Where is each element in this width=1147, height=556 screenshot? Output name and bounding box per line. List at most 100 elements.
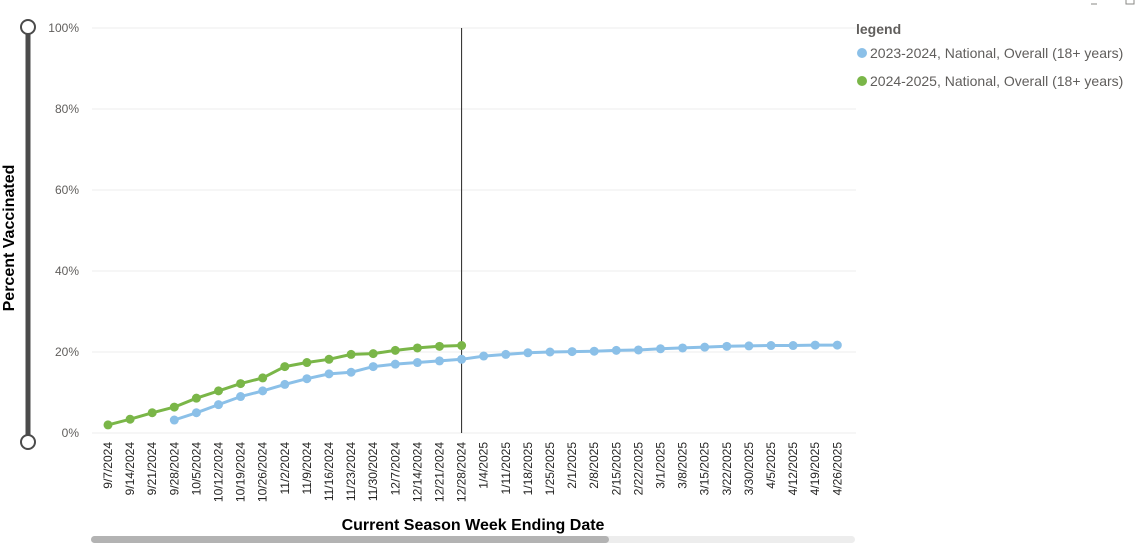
y-axis-title: Percent Vaccinated (1, 165, 18, 312)
x-tick-label: 9/7/2024 (101, 442, 115, 489)
data-point[interactable] (633, 345, 643, 355)
legend-item-label[interactable]: 2024-2025, National, Overall (18+ years) (870, 73, 1123, 89)
data-point[interactable] (832, 340, 842, 350)
data-point[interactable] (611, 345, 621, 355)
x-tick-label: 2/15/2025 (609, 442, 623, 496)
data-point[interactable] (302, 374, 312, 384)
data-point[interactable] (567, 347, 577, 357)
x-axis-ticks: 9/7/2024 9/14/2024 9/21/2024 9/28/2024 10/5/… (101, 442, 844, 502)
x-tick-label: 11/23/2024 (344, 442, 358, 501)
data-point[interactable] (368, 362, 378, 372)
y-tick-label: 40% (55, 264, 79, 278)
data-point[interactable] (191, 393, 201, 403)
x-tick-label: 10/5/2024 (189, 442, 203, 496)
x-tick-label: 12/28/2024 (455, 442, 469, 502)
x-tick-label: 9/28/2024 (167, 442, 181, 496)
data-point[interactable] (435, 356, 444, 366)
data-point[interactable] (346, 367, 356, 377)
series-lines (103, 340, 842, 430)
x-tick-label: 3/1/2025 (654, 442, 668, 489)
data-point[interactable] (125, 414, 135, 424)
x-tick-label: 10/12/2024 (212, 442, 226, 502)
x-axis-title: Current Season Week Ending Date (342, 517, 605, 534)
y-tick-label: 100% (48, 21, 79, 35)
x-tick-label: 9/21/2024 (145, 442, 159, 496)
data-point[interactable] (545, 347, 555, 357)
legend-marker (857, 48, 867, 58)
x-tick-label: 11/2/2024 (278, 442, 292, 495)
data-point[interactable] (479, 351, 489, 361)
data-point[interactable] (346, 349, 356, 359)
gridlines (92, 27, 856, 434)
x-tick-label: 3/8/2025 (676, 442, 690, 489)
x-tick-label: 12/7/2024 (388, 442, 402, 496)
data-point[interactable] (810, 340, 820, 350)
data-point[interactable] (457, 341, 467, 351)
x-tick-label: 12/14/2024 (410, 442, 424, 502)
x-tick-label: 4/5/2025 (764, 442, 778, 489)
data-point[interactable] (412, 358, 422, 368)
data-point[interactable] (191, 408, 201, 418)
x-tick-label: 11/9/2024 (300, 442, 314, 495)
data-point[interactable] (678, 343, 688, 353)
x-tick-label: 9/14/2024 (123, 442, 137, 496)
data-point[interactable] (523, 348, 533, 358)
series-2 (103, 341, 467, 430)
x-tick-label: 11/30/2024 (366, 442, 380, 501)
x-tick-label: 3/15/2025 (698, 442, 712, 496)
data-point[interactable] (324, 354, 334, 364)
y-zoom-slider-bottom-handle[interactable] (20, 434, 36, 450)
x-tick-label: 3/22/2025 (720, 442, 734, 496)
data-point[interactable] (412, 343, 422, 353)
legend-item-label[interactable]: 2023-2024, National, Overall (18+ years) (870, 45, 1123, 61)
data-point[interactable] (214, 386, 223, 396)
x-tick-label: 2/1/2025 (565, 442, 579, 489)
data-point[interactable] (103, 420, 113, 430)
data-point[interactable] (169, 402, 179, 412)
data-point[interactable] (280, 379, 290, 389)
data-point[interactable] (214, 400, 223, 410)
data-point[interactable] (368, 349, 378, 359)
x-tick-label: 3/30/2025 (742, 442, 756, 496)
data-point[interactable] (280, 362, 290, 372)
data-point[interactable] (435, 341, 444, 351)
y-tick-label: 0% (62, 426, 80, 440)
data-point[interactable] (324, 369, 334, 379)
data-point[interactable] (744, 341, 754, 351)
data-point[interactable] (258, 373, 268, 383)
x-scrollbar-thumb[interactable] (91, 536, 609, 543)
data-point[interactable] (236, 392, 246, 402)
y-tick-label: 20% (55, 345, 79, 359)
data-point[interactable] (236, 379, 246, 389)
data-point[interactable] (700, 342, 710, 352)
x-tick-label: 10/26/2024 (256, 442, 270, 502)
x-tick-label: 4/26/2025 (830, 442, 844, 496)
data-point[interactable] (457, 354, 467, 364)
x-tick-label: 4/19/2025 (808, 442, 822, 496)
legend-marker (857, 76, 867, 86)
x-tick-label: 1/11/2025 (499, 442, 513, 495)
focus-mode-icon[interactable] (1125, 0, 1135, 5)
x-tick-label: 2/22/2025 (631, 442, 645, 496)
data-point[interactable] (501, 349, 511, 359)
data-point[interactable] (656, 344, 665, 354)
series-1 (169, 340, 842, 425)
data-point[interactable] (390, 359, 400, 369)
data-point[interactable] (258, 386, 268, 396)
x-tick-label: 2/8/2025 (587, 442, 601, 489)
x-tick-label: 12/21/2024 (433, 442, 447, 502)
data-point[interactable] (147, 408, 157, 418)
data-point[interactable] (766, 341, 776, 351)
x-tick-label: 1/25/2025 (543, 442, 557, 496)
data-point[interactable] (169, 415, 179, 425)
data-point[interactable] (302, 358, 312, 368)
y-zoom-slider-top-handle[interactable] (20, 19, 36, 35)
legend: 2023-2024, National, Overall (18+ years)… (857, 45, 1123, 89)
x-tick-label: 4/12/2025 (786, 442, 800, 496)
data-point[interactable] (390, 345, 400, 355)
data-point[interactable] (722, 341, 732, 351)
data-point[interactable] (788, 341, 798, 351)
data-point[interactable] (589, 346, 599, 356)
x-tick-label: 10/19/2024 (234, 442, 248, 502)
